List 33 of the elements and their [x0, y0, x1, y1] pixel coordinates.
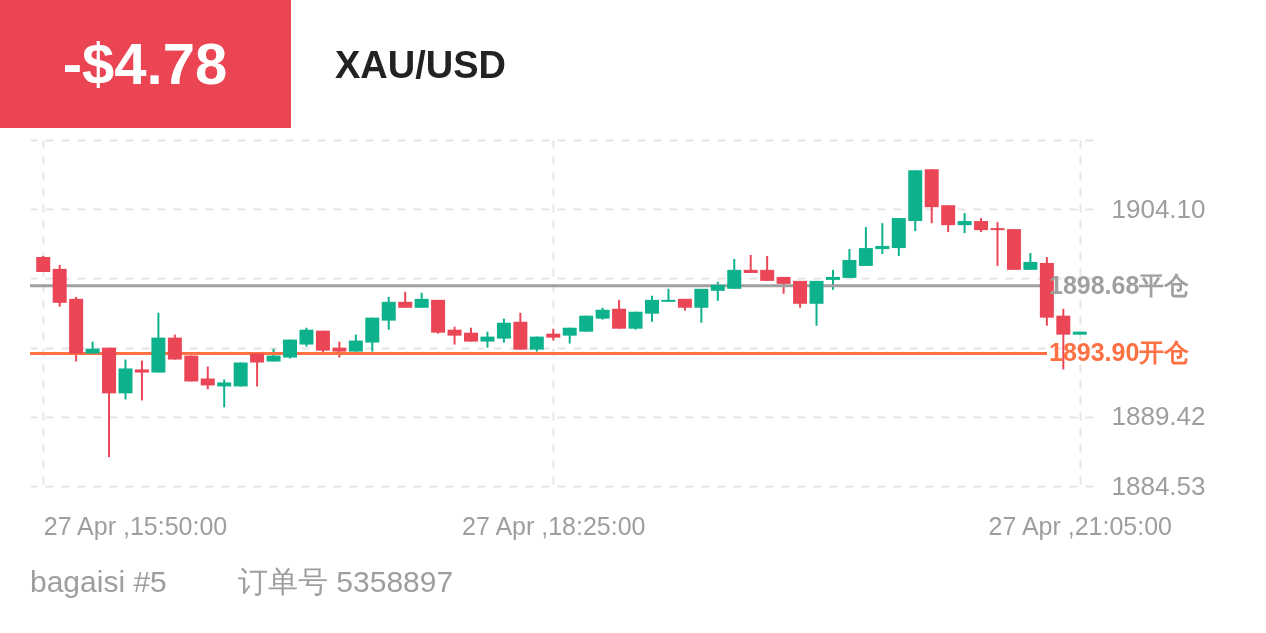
- candlestick: [760, 254, 775, 282]
- candlestick: [134, 359, 149, 402]
- candlestick: [694, 287, 709, 324]
- candlestick: [299, 326, 314, 348]
- candlestick: [217, 378, 232, 409]
- candlestick: [710, 280, 725, 302]
- candlestick: [496, 317, 511, 344]
- candlestick: [250, 351, 265, 388]
- candlestick: [167, 333, 182, 361]
- x-tick-label: 27 Apr ,15:50:00: [43, 511, 228, 540]
- chart-title: XAU/USD: [335, 44, 507, 86]
- y-tick-label: 1884.53: [1111, 470, 1206, 501]
- candlestick: [941, 204, 956, 234]
- y-tick-label: 1904.10: [1111, 193, 1206, 224]
- candlestick: [727, 257, 742, 290]
- candlestick: [875, 222, 890, 256]
- candlestick: [381, 295, 396, 331]
- candlestick: [809, 279, 824, 327]
- text: -$4.78: [62, 31, 228, 96]
- candlestick: [200, 365, 215, 391]
- candlestick: [842, 248, 857, 279]
- y-tick-label: 1889.42: [1111, 401, 1206, 432]
- candlestick: [957, 212, 972, 235]
- candlestick: [644, 294, 659, 323]
- x-tick-label: 27 Apr ,18:25:00: [462, 511, 646, 540]
- text: bagaisi #5: [30, 565, 167, 598]
- candlestick: [990, 221, 1005, 267]
- x-tick-label: 27 Apr ,21:05:00: [988, 511, 1173, 540]
- candlestick: [612, 298, 627, 330]
- candlestick: [825, 268, 840, 291]
- candlestick: [858, 226, 873, 267]
- text: 订单号 5358897: [238, 565, 454, 598]
- candlestick: [793, 279, 808, 309]
